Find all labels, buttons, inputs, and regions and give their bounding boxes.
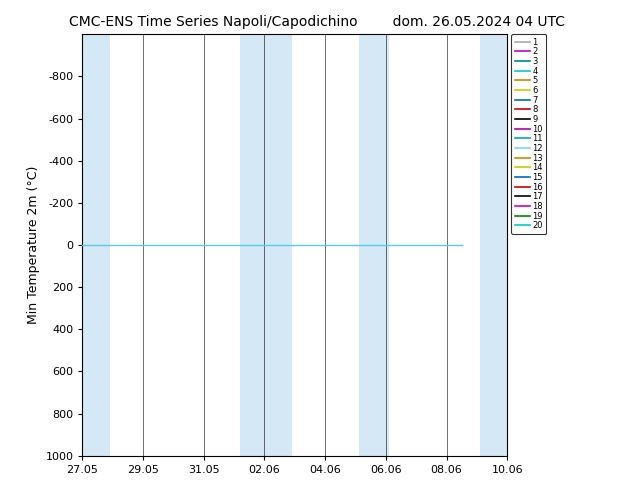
Bar	[480, 34, 507, 456]
Text: CMC-ENS Time Series Napoli/Capodichino        dom. 26.05.2024 04 UTC: CMC-ENS Time Series Napoli/Capodichino d…	[69, 15, 565, 29]
Bar	[240, 34, 292, 456]
Y-axis label: Min Temperature 2m (°C): Min Temperature 2m (°C)	[27, 166, 40, 324]
Bar	[82, 34, 110, 456]
Legend: 1, 2, 3, 4, 5, 6, 7, 8, 9, 10, 11, 12, 13, 14, 15, 16, 17, 18, 19, 20: 1, 2, 3, 4, 5, 6, 7, 8, 9, 10, 11, 12, 1…	[512, 34, 547, 234]
Bar	[359, 34, 389, 456]
